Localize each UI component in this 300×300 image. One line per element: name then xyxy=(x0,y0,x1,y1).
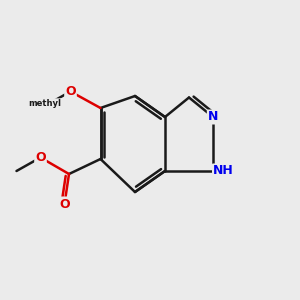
Text: O: O xyxy=(59,197,70,211)
Text: N: N xyxy=(208,110,218,124)
Text: methyl: methyl xyxy=(28,99,61,108)
Text: O: O xyxy=(65,85,76,98)
Text: O: O xyxy=(35,151,46,164)
Text: NH: NH xyxy=(213,164,234,178)
